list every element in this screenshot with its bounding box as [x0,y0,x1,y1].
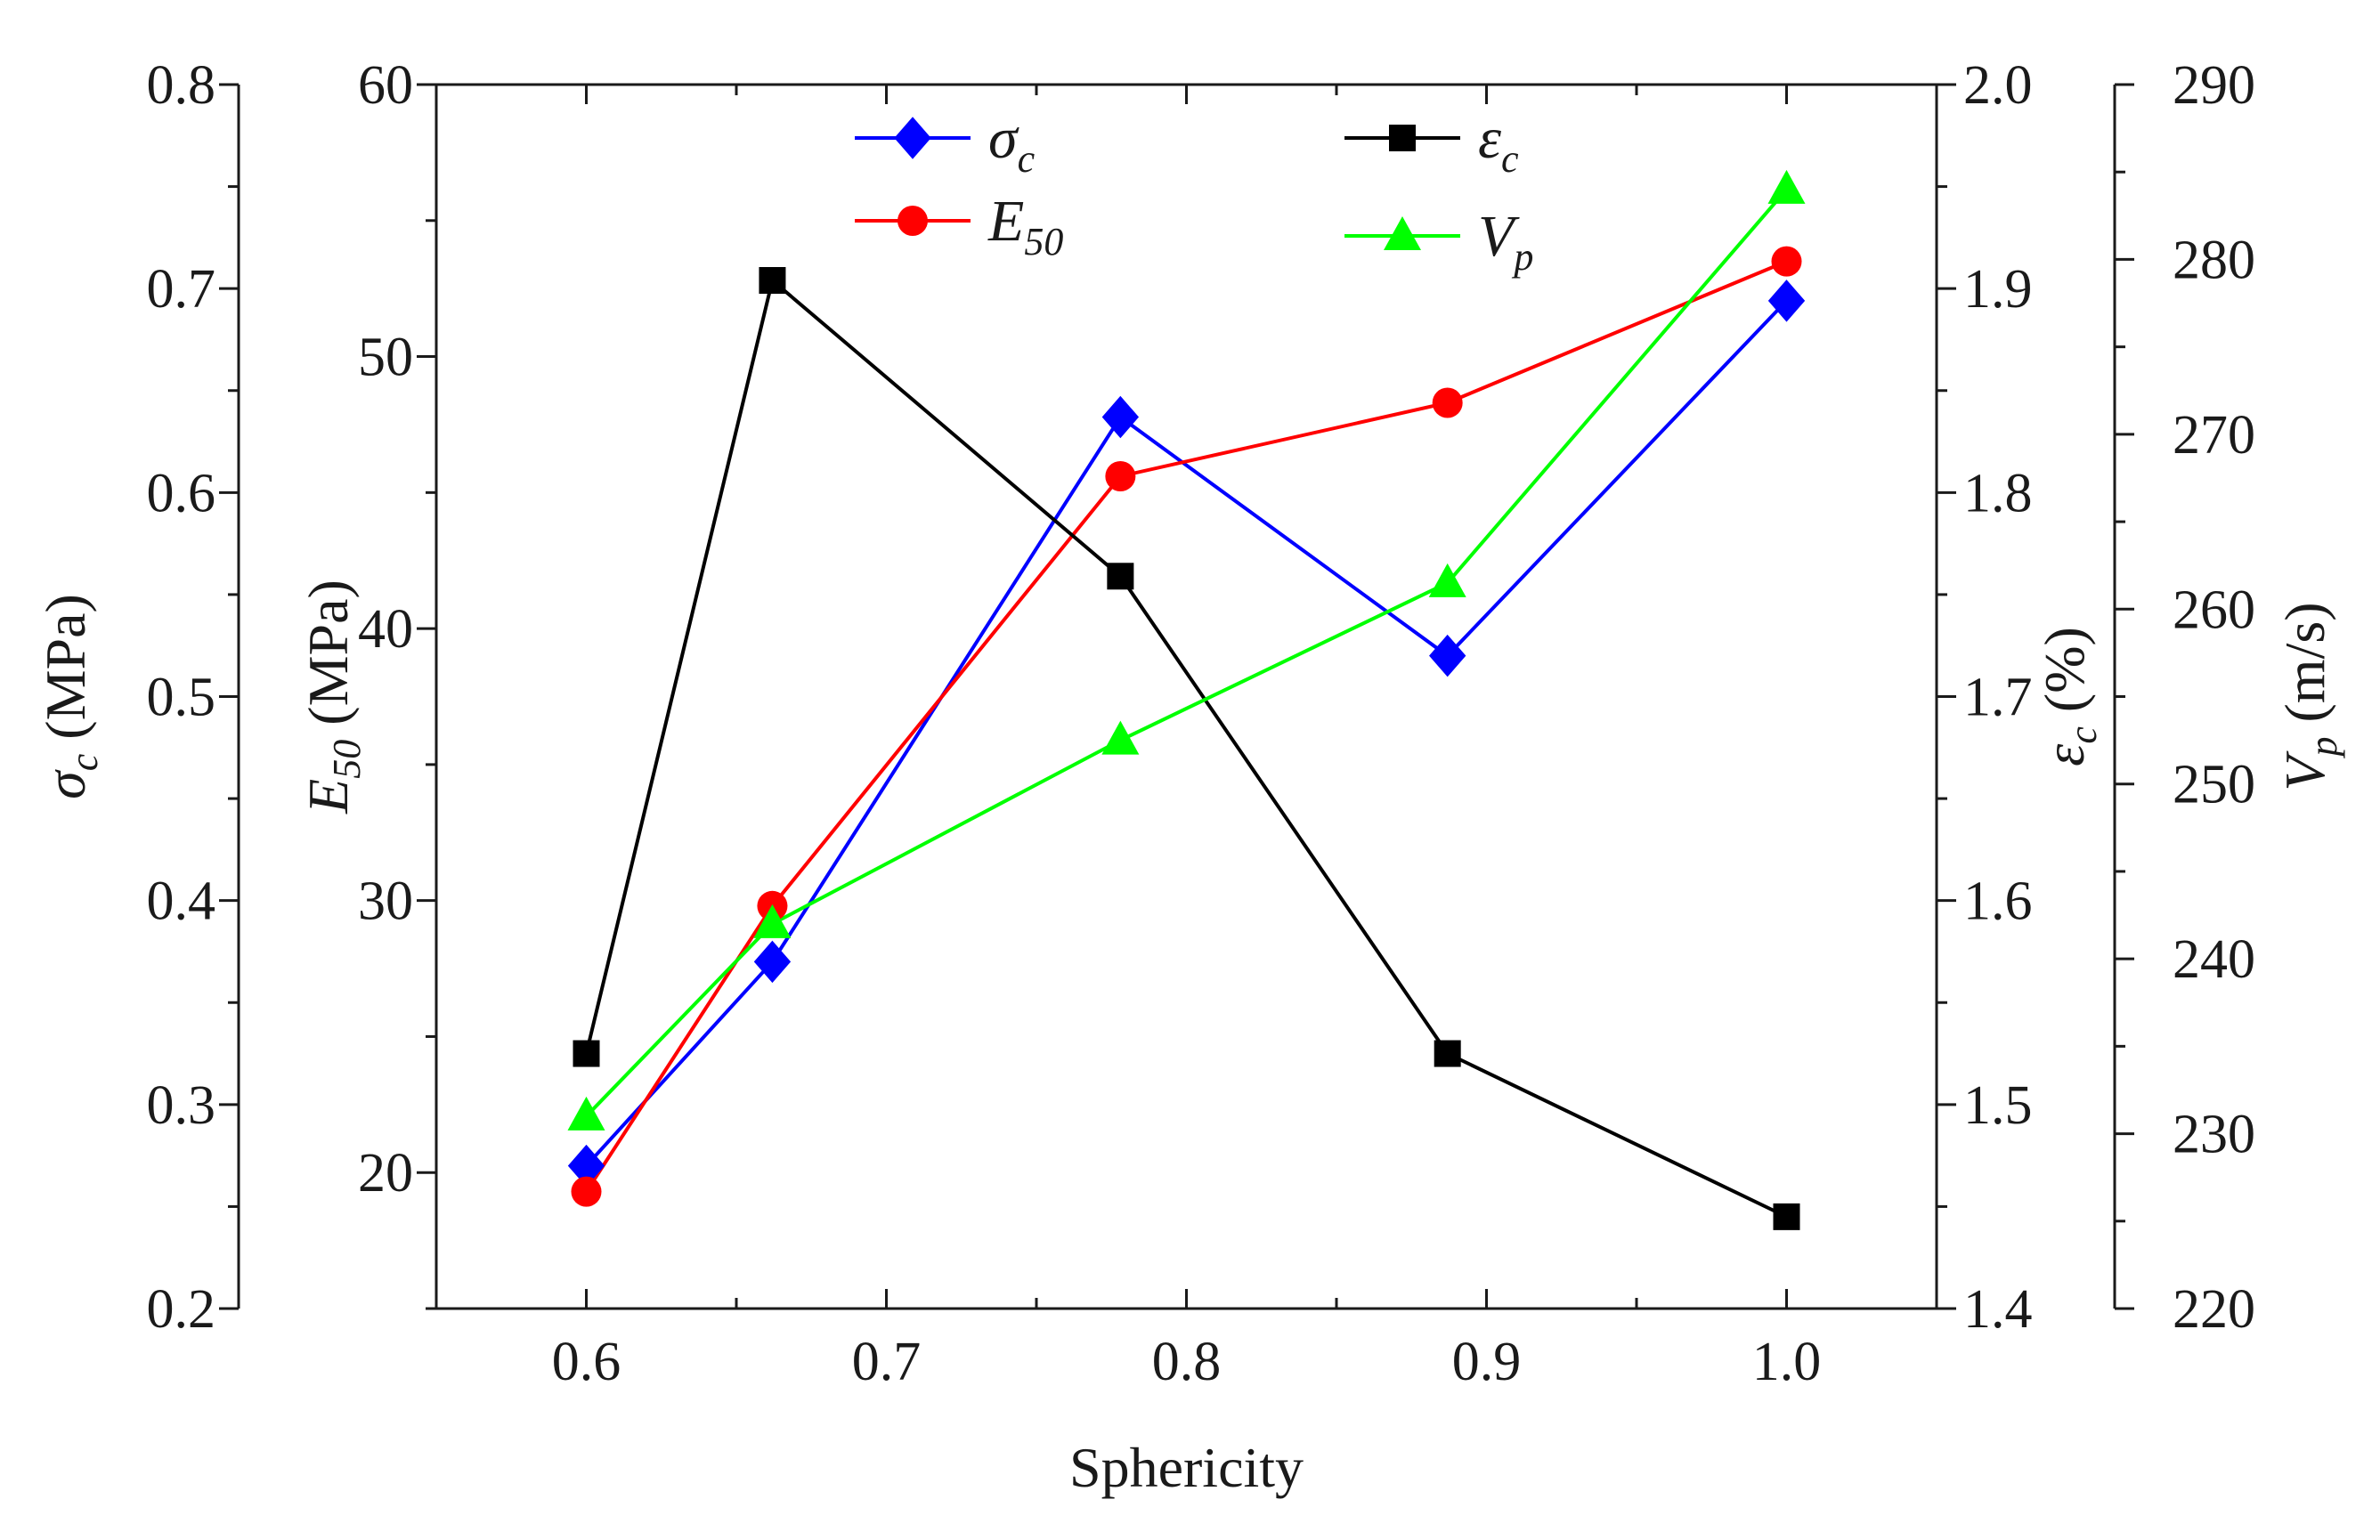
series-line-eps [584,277,1788,1219]
series-line-sigma [585,299,1788,1167]
vp-tick-label: 240 [2173,929,2255,990]
x-tick-label: 0.8 [1152,1332,1222,1392]
vp-tick-label: 290 [2173,55,2255,116]
eps-tick-label: 1.9 [1963,259,2033,320]
data-point-e50 [1432,387,1463,418]
eps-tick-label: 1.5 [1963,1075,2033,1136]
data-point-e50 [571,1176,602,1207]
x-tick-label: 1.0 [1752,1332,1822,1392]
x-axis-title: Sphericity [1069,1436,1304,1499]
data-point-vp [753,904,792,938]
legend-marker-e50 [898,206,928,236]
series-layer [567,169,1806,1230]
data-point-eps [759,267,786,294]
e50-tick-label: 40 [358,599,413,660]
legend-marker-vp [1384,216,1421,250]
e50-tick-label: 50 [358,328,413,388]
sigma-tick-label: 0.4 [147,871,216,932]
e50-axis-title: E50 (MPa) [296,580,369,815]
data-point-sigma [1429,634,1466,677]
sigma-tick-label: 0.3 [147,1075,216,1136]
vp-tick-label: 230 [2173,1105,2255,1165]
sigma-axis-title: σc (MPa) [34,594,106,799]
data-point-eps [1434,1040,1461,1067]
data-point-sigma [1767,280,1806,322]
data-point-eps [573,1040,600,1067]
eps-tick-label: 1.6 [1963,871,2033,932]
axes-layer: 0.6 0.7 0.8 0.9 1.0 Sphericity 0.2 0.3 0.4 0.5 0.6… [34,55,2345,1499]
data-point-vp [567,1096,605,1131]
data-point-e50 [1771,246,1802,277]
legend: σc E50 εc Vp [855,106,1533,279]
eps-tick-label: 1.8 [1963,463,2033,523]
data-point-vp [1101,720,1140,755]
sigma-tick-label: 0.7 [147,259,216,320]
data-point-e50 [1105,461,1136,491]
vp-tick-label: 270 [2173,405,2255,466]
legend-label-vp: Vp [1478,204,1533,279]
eps-tick-label: 1.4 [1963,1279,2033,1340]
vp-tick-label: 280 [2173,230,2255,290]
data-point-vp [1767,169,1806,204]
data-point-eps [1107,563,1134,590]
x-tick-label: 0.6 [552,1332,621,1392]
vp-axis-title: Vp (m/s) [2273,602,2345,790]
series-line-vp [585,188,1789,1118]
sigma-tick-label: 0.2 [147,1279,216,1340]
eps-tick-label: 2.0 [1963,55,2033,116]
data-point-vp [1428,563,1466,597]
vp-tick-label: 250 [2173,755,2255,815]
sigma-tick-label: 0.6 [147,463,216,523]
x-tick-label: 0.7 [852,1332,922,1392]
data-point-eps [1773,1203,1800,1230]
vp-tick-label: 220 [2173,1279,2255,1340]
e50-tick-label: 20 [358,1143,413,1204]
eps-tick-label: 1.7 [1963,668,2033,728]
e50-tick-label: 30 [358,871,413,932]
legend-label-e50: E50 [987,189,1063,263]
data-point-sigma [753,940,792,984]
e50-tick-label: 60 [358,55,413,116]
sigma-tick-label: 0.8 [147,55,216,116]
data-point-sigma [1101,395,1140,439]
legend-label-sigma: σc [988,106,1036,181]
legend-marker-eps [1389,125,1416,151]
x-tick-label: 0.9 [1452,1332,1522,1392]
sigma-tick-label: 0.5 [147,668,216,728]
eps-axis-title: εc (%) [2033,627,2105,766]
vp-tick-label: 260 [2173,580,2255,640]
legend-label-eps: εc [1478,106,1519,181]
legend-marker-sigma [894,117,931,159]
